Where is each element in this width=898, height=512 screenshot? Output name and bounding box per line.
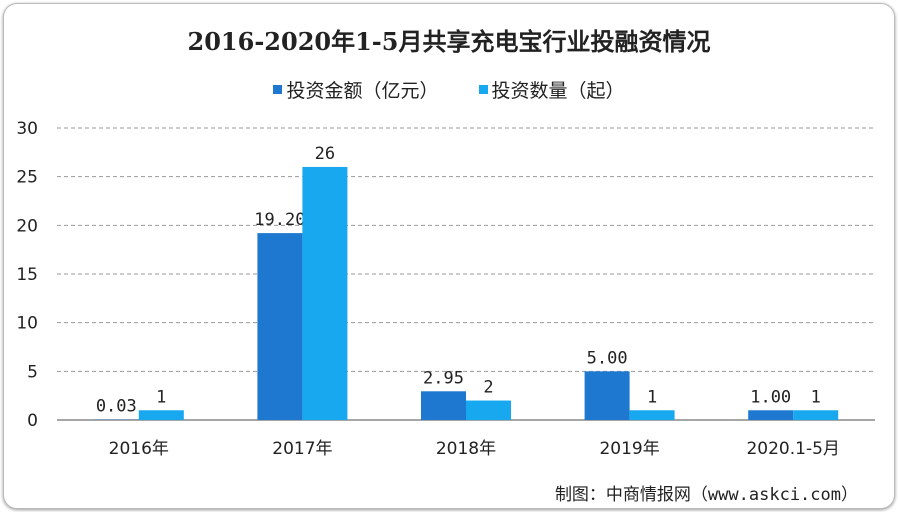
data-label: 2 [483, 378, 493, 398]
legend-swatch-count [478, 85, 488, 94]
bar [138, 410, 184, 420]
bar [257, 233, 303, 420]
y-tick-label: 5 [27, 362, 38, 382]
bar [584, 371, 630, 420]
bar [793, 410, 839, 420]
bar [748, 410, 794, 420]
data-label: 26 [315, 144, 335, 164]
x-tick-label: 2018年 [436, 439, 496, 459]
y-tick-label: 0 [27, 411, 38, 431]
bar [629, 410, 675, 420]
data-label: 1 [156, 387, 166, 407]
legend-label-count: 投资数量（起） [491, 80, 625, 102]
legend: 投资金额（亿元） 投资数量（起） [0, 76, 898, 103]
x-tick-label: 2016年 [109, 439, 169, 459]
bar [421, 391, 466, 420]
chart-title: 2016-2020年1-5月共享充电宝行业投融资情况 [187, 27, 711, 56]
source-note: 制图：中商情报网（www.askci.com） [554, 485, 858, 505]
data-label: 1 [811, 387, 821, 407]
data-label: 2.95 [423, 368, 464, 388]
legend-label-amount: 投资金额（亿元） [286, 80, 439, 102]
x-tick-label: 2020.1-5月 [746, 439, 839, 459]
x-tick-label: 2019年 [599, 439, 659, 459]
legend-swatch-amount [273, 85, 283, 94]
legend-item-amount: 投资金额（亿元） [273, 76, 439, 103]
x-tick-label: 2017年 [272, 439, 332, 459]
y-tick-label: 30 [16, 119, 38, 139]
y-tick-label: 10 [16, 314, 38, 334]
data-label: 1.00 [750, 387, 791, 407]
data-label: 19.20 [254, 210, 305, 230]
y-tick-label: 15 [16, 265, 38, 285]
data-label: 0.03 [96, 397, 137, 417]
legend-item-count: 投资数量（起） [478, 76, 625, 103]
y-tick-label: 20 [16, 216, 38, 236]
chart-frame [3, 3, 895, 509]
bar [302, 166, 348, 420]
bar [466, 400, 511, 420]
y-tick-label: 25 [16, 168, 38, 188]
data-label: 5.00 [587, 348, 628, 368]
data-label: 1 [647, 387, 657, 407]
